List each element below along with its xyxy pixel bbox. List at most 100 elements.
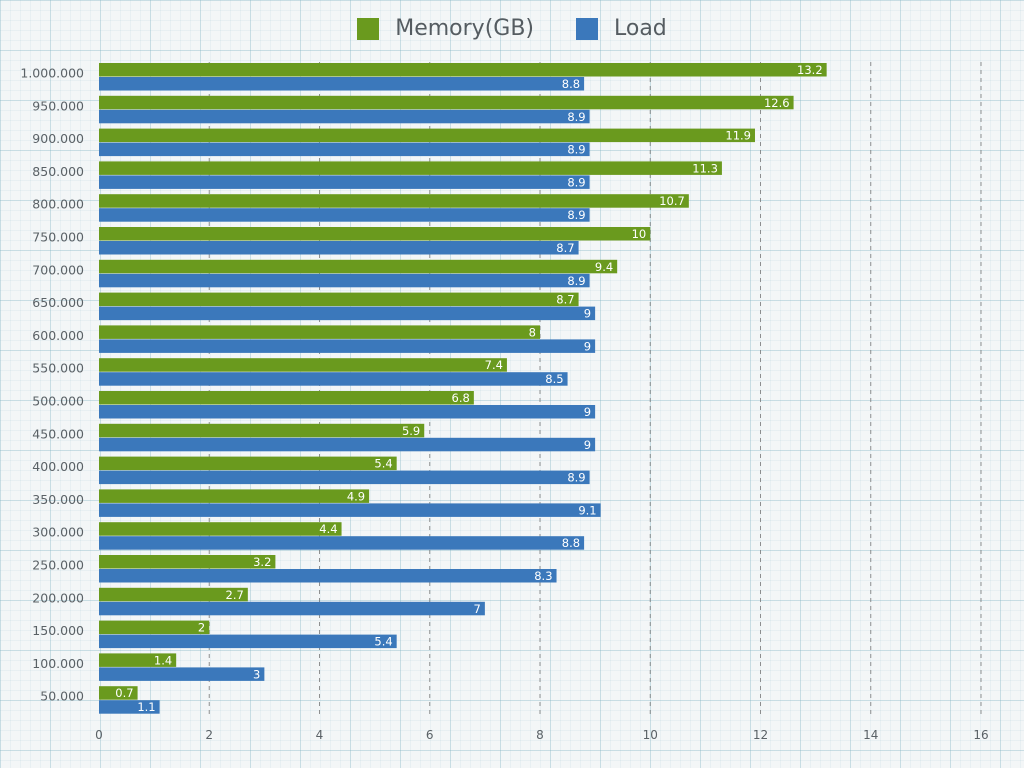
legend-swatch-load bbox=[576, 17, 598, 40]
bar-load[interactable] bbox=[99, 470, 590, 485]
bar-load[interactable] bbox=[99, 273, 590, 288]
data-label: 8.9 bbox=[567, 143, 585, 157]
bar-load[interactable] bbox=[99, 503, 601, 517]
bar-load[interactable] bbox=[99, 109, 590, 124]
data-label: 8.9 bbox=[567, 175, 585, 189]
bar-memory[interactable] bbox=[99, 95, 794, 110]
data-label: 8.8 bbox=[562, 77, 580, 91]
data-label: 9 bbox=[584, 438, 591, 452]
bar-load[interactable] bbox=[99, 241, 579, 255]
data-label: 9 bbox=[584, 339, 591, 353]
bar-memory[interactable] bbox=[99, 259, 618, 274]
bar-memory[interactable] bbox=[99, 620, 210, 635]
bar-load[interactable] bbox=[99, 405, 596, 419]
bar-memory[interactable] bbox=[99, 489, 370, 503]
legend-item-load[interactable]: Load bbox=[576, 16, 667, 41]
data-label: 9 bbox=[584, 405, 591, 419]
data-label: 5.9 bbox=[402, 424, 420, 438]
legend-item-memory[interactable]: Memory(GB) bbox=[357, 16, 534, 41]
bar-memory[interactable] bbox=[99, 587, 248, 602]
x-tick-label: 12 bbox=[753, 728, 768, 742]
data-label: 7 bbox=[474, 602, 481, 616]
y-tick-label: 350.000 bbox=[32, 492, 84, 507]
y-tick-label: 1.000.000 bbox=[20, 66, 84, 81]
bar-memory[interactable] bbox=[99, 522, 342, 536]
bar-load[interactable] bbox=[99, 77, 585, 91]
bar-memory[interactable] bbox=[99, 325, 540, 339]
data-label: 4.9 bbox=[347, 489, 365, 503]
bar-load[interactable] bbox=[99, 142, 590, 157]
x-tick-label: 10 bbox=[643, 728, 658, 742]
bar-load[interactable] bbox=[99, 536, 585, 550]
y-tick-label: 200.000 bbox=[32, 590, 84, 605]
data-label: 3.2 bbox=[253, 555, 271, 569]
data-label: 9.1 bbox=[578, 503, 596, 517]
bar-memory[interactable] bbox=[99, 423, 425, 438]
y-tick-label: 50.000 bbox=[40, 689, 84, 704]
bar-load[interactable] bbox=[99, 306, 596, 321]
y-tick-label: 650.000 bbox=[32, 295, 84, 310]
data-label: 8.8 bbox=[562, 536, 580, 550]
data-label: 8.3 bbox=[534, 569, 552, 583]
bar-load[interactable] bbox=[99, 667, 265, 681]
bar-memory[interactable] bbox=[99, 555, 276, 569]
bar-load[interactable] bbox=[99, 175, 590, 189]
data-label: 2 bbox=[198, 621, 205, 635]
data-label: 8.9 bbox=[567, 274, 585, 288]
bar-memory[interactable] bbox=[99, 63, 827, 77]
data-label: 5.4 bbox=[374, 457, 392, 471]
bar-load[interactable] bbox=[99, 372, 568, 386]
y-tick-label: 800.000 bbox=[32, 197, 84, 212]
data-label: 11.3 bbox=[692, 161, 718, 175]
data-label: 8.7 bbox=[556, 241, 574, 255]
data-label: 8.9 bbox=[567, 110, 585, 124]
bar-load[interactable] bbox=[99, 339, 596, 353]
data-label: 11.9 bbox=[725, 129, 751, 143]
data-label: 9.4 bbox=[595, 260, 613, 274]
bar-load[interactable] bbox=[99, 437, 596, 452]
bar-memory[interactable] bbox=[99, 686, 138, 700]
legend-swatch-memory bbox=[357, 17, 380, 40]
bar-memory[interactable] bbox=[99, 292, 579, 307]
bar-memory[interactable] bbox=[99, 161, 722, 175]
y-tick-label: 150.000 bbox=[32, 623, 84, 638]
legend-label-memory: Memory(GB) bbox=[395, 16, 534, 41]
data-label: 13.2 bbox=[797, 63, 823, 77]
bar-memory[interactable] bbox=[99, 653, 177, 667]
bar-memory[interactable] bbox=[99, 391, 474, 405]
bar-memory[interactable] bbox=[99, 358, 507, 372]
bar-load[interactable] bbox=[99, 601, 485, 616]
x-tick-label: 4 bbox=[316, 728, 324, 742]
y-tick-label: 250.000 bbox=[32, 558, 84, 573]
y-tick-label: 400.000 bbox=[32, 459, 84, 474]
x-tick-label: 8 bbox=[536, 728, 544, 742]
bar-memory[interactable] bbox=[99, 456, 397, 471]
bar-load[interactable] bbox=[99, 569, 557, 583]
bar-load[interactable] bbox=[99, 700, 160, 714]
chart-legend: Memory(GB) Load bbox=[0, 16, 1024, 41]
data-label: 10.7 bbox=[659, 194, 685, 208]
bar-memory[interactable] bbox=[99, 227, 651, 241]
y-tick-label: 850.000 bbox=[32, 164, 84, 179]
data-label: 8.7 bbox=[556, 293, 574, 307]
data-label: 3 bbox=[253, 667, 260, 681]
bar-load[interactable] bbox=[99, 634, 397, 649]
data-label: 2.7 bbox=[226, 588, 244, 602]
data-label: 0.7 bbox=[115, 686, 133, 700]
bar-memory[interactable] bbox=[99, 128, 755, 143]
y-tick-label: 700.000 bbox=[32, 262, 84, 277]
y-tick-label: 100.000 bbox=[32, 656, 84, 671]
x-tick-label: 16 bbox=[973, 728, 988, 742]
x-tick-label: 2 bbox=[205, 728, 213, 742]
data-label: 8.5 bbox=[545, 372, 563, 386]
x-tick-label: 0 bbox=[95, 728, 103, 742]
bar-load[interactable] bbox=[99, 208, 590, 222]
y-tick-label: 450.000 bbox=[32, 426, 84, 441]
y-tick-label: 500.000 bbox=[32, 394, 84, 409]
data-label: 8 bbox=[529, 325, 536, 339]
data-label: 5.4 bbox=[374, 635, 392, 649]
x-tick-label: 14 bbox=[863, 728, 878, 742]
bar-memory[interactable] bbox=[99, 194, 689, 208]
